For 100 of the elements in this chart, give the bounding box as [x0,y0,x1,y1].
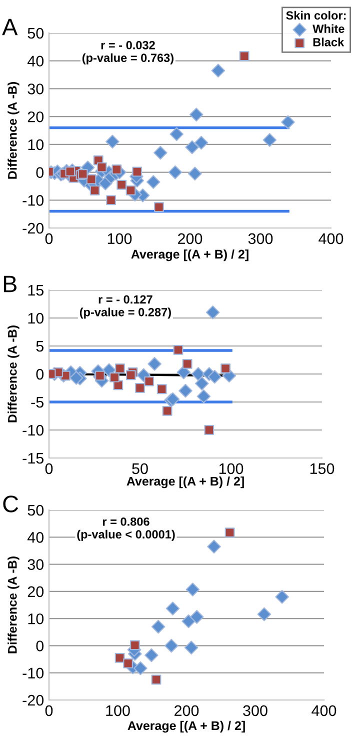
point [188,166,202,181]
y-tick-label: 30 [28,84,44,94]
point [116,180,127,190]
point [156,384,167,394]
x-tick-label: 200 [178,233,202,244]
point [153,146,168,160]
point [185,140,200,154]
point [69,371,84,385]
y-tick-label: -20 [22,694,44,706]
annotation: r = - 0.032 (p-value = 0.763) [82,40,174,64]
y-tick-label: 50 [28,504,44,516]
y-tick-label: 40 [28,532,44,543]
x-tick-label: 300 [243,705,268,716]
point [186,582,200,596]
point [106,195,116,206]
point [112,164,122,174]
x-tick-label: 400 [318,233,344,244]
point [164,638,178,653]
point [126,185,136,196]
legend-title: Skin color: [286,10,346,20]
y-axis-title: Difference (A -B) [8,556,20,654]
point [144,648,158,662]
point [194,376,209,390]
y-tick-label: 5 [36,341,44,352]
point [224,528,235,538]
point [262,133,277,147]
y-tick-label: -5 [31,397,44,408]
x-tick-label: 150 [310,463,334,474]
annotation: r = - 0.127 (p-value = 0.287) [80,295,171,319]
point [275,590,289,604]
point [176,365,191,380]
y-tick-label: 30 [28,559,44,570]
y-axis-title: Difference (A -B) [8,326,20,422]
point [194,136,208,150]
point [281,115,295,130]
point [65,166,76,176]
point [182,358,192,369]
y-tick-label: 0 [36,368,44,380]
point [90,185,100,196]
y-tick-label: -10 [22,668,44,679]
y-tick-label: -10 [22,424,44,436]
point [110,372,120,382]
point [196,389,211,404]
point [148,357,162,371]
point [166,602,180,616]
y-tick-label: 40 [28,56,44,67]
x-tick-label: 0 [45,463,53,474]
x-tick-label: 300 [248,233,273,244]
chart-title: A [2,18,18,36]
legend-label: Black [313,38,344,46]
point [106,134,120,149]
x-tick-label: 200 [174,705,199,716]
point [146,175,160,189]
y-tick-label: 50 [28,28,44,39]
x-axis-title: Average [(A + B) / 2] [131,249,248,262]
x-tick-label: 100 [219,463,244,474]
x-tick-label: 0 [45,705,53,716]
y-tick-label: 0 [36,167,44,178]
point [206,305,220,320]
y-tick-label: 10 [28,613,44,624]
point [135,383,145,393]
x-tick-label: 400 [312,705,336,716]
x-tick-label: 50 [132,463,148,474]
y-tick-label: -20 [22,222,44,234]
point [182,614,196,628]
point [115,363,125,374]
x-tick-label: 0 [45,233,53,244]
point [170,127,184,142]
y-tick-label: -10 [22,195,44,206]
annotation: r = 0.806 (p-value < 0.0001) [77,517,175,541]
point [95,370,105,381]
point [154,202,164,212]
point [184,640,198,655]
point [207,540,221,554]
point [130,640,140,650]
point [220,363,230,374]
point [114,652,125,663]
y-tick-label: 10 [28,139,44,150]
legend-label: White [312,24,344,33]
point [168,165,182,180]
x-tick-label: 100 [108,233,132,244]
point [96,162,107,172]
y-axis-title: Difference (A -B) [8,82,20,179]
point [132,166,142,177]
y-tick-label: 0 [36,640,44,652]
y-tick-label: 20 [28,111,44,122]
point [126,370,136,380]
x-tick-label: 100 [106,705,130,716]
point [134,661,148,676]
y-tick-label: 20 [28,586,44,598]
point [190,610,204,624]
point [178,384,192,398]
y-tick-label: 15 [28,285,44,296]
point [162,406,172,416]
point [151,620,166,634]
point [204,425,214,435]
y-tick-label: 10 [28,312,44,324]
chart-title: B [4,276,16,292]
point [257,607,272,622]
chart-title: C [3,496,18,512]
